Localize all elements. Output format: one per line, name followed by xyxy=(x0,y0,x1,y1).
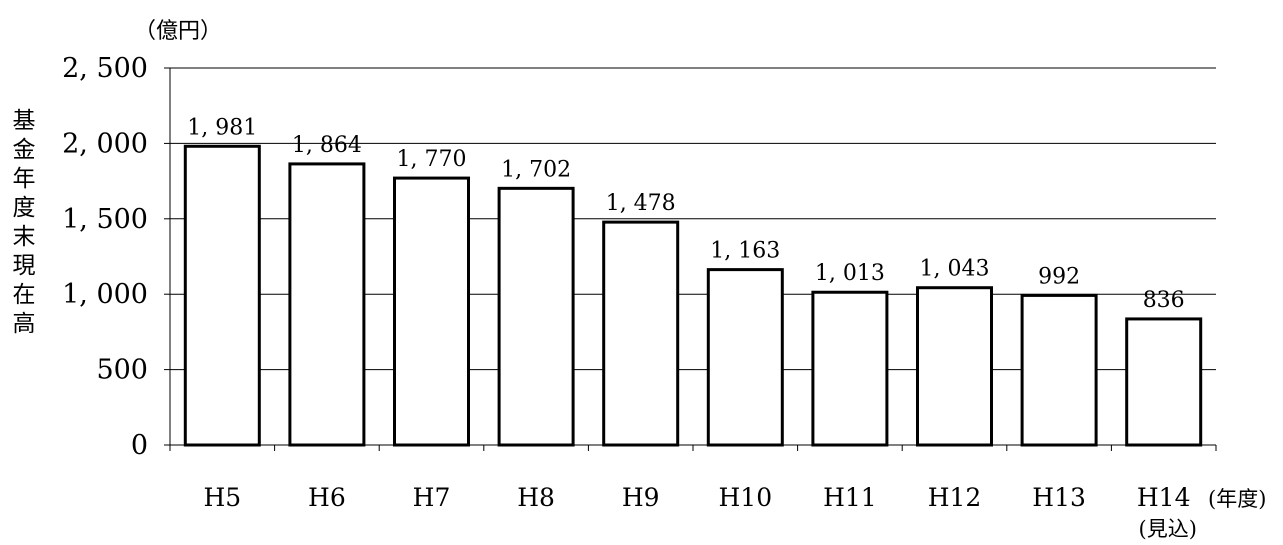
data-label: 1, 013 xyxy=(815,261,885,286)
y-axis-label-char: 在 xyxy=(13,282,36,308)
x-tick-label: H13 xyxy=(1032,483,1086,512)
data-label: 1, 043 xyxy=(920,257,990,282)
data-label: 1, 163 xyxy=(710,239,780,264)
data-label: 1, 864 xyxy=(292,133,362,158)
x-axis-unit-label: (年度) xyxy=(1208,487,1266,511)
x-tick-label: H8 xyxy=(517,483,555,512)
x-tick-label: H10 xyxy=(718,483,772,512)
y-axis-label-char: 高 xyxy=(13,311,36,337)
bar xyxy=(1125,317,1203,447)
y-axis-label-char: 度 xyxy=(13,195,36,221)
data-label: 1, 770 xyxy=(397,147,467,172)
x-tick-label: H6 xyxy=(308,483,346,512)
x-tick-note: (見込) xyxy=(1139,517,1197,541)
x-tick-label: H12 xyxy=(928,483,982,512)
y-tick-label: 0 xyxy=(131,430,148,461)
y-tick-label: 1, 500 xyxy=(62,204,148,235)
x-tick-label: H5 xyxy=(203,483,241,512)
bar xyxy=(811,290,889,447)
y-axis-label-char: 基 xyxy=(13,108,36,134)
y-axis-label-char: 金 xyxy=(13,137,36,163)
data-label: 992 xyxy=(1038,264,1080,289)
y-axis-label-char: 現 xyxy=(13,253,36,279)
x-tick-label: H7 xyxy=(413,483,451,512)
bar xyxy=(706,268,784,447)
bar xyxy=(602,220,680,447)
bars xyxy=(183,144,1203,447)
y-tick-label: 500 xyxy=(96,355,148,386)
bar xyxy=(1020,293,1098,447)
x-tick-label: H11 xyxy=(823,483,877,512)
data-labels: 1, 981 1, 864 1, 770 1, 702 1, 478 1, 163 1, 0… xyxy=(187,115,1184,313)
data-label: 1, 981 xyxy=(187,115,257,140)
bar xyxy=(288,162,366,447)
y-axis-label-char: 年 xyxy=(13,166,36,192)
y-axis-ticks: 0 500 1, 000 1, 500 2, 000 2, 500 xyxy=(62,53,148,461)
bar xyxy=(183,144,261,447)
bar xyxy=(393,176,470,447)
data-label: 836 xyxy=(1143,288,1185,313)
axes xyxy=(164,67,1217,451)
y-tick-label: 2, 000 xyxy=(62,128,148,159)
y-tick-label: 2, 500 xyxy=(62,53,148,84)
y-axis-label-char: 末 xyxy=(13,224,36,250)
unit-label: （億円） xyxy=(134,19,222,44)
data-label: 1, 478 xyxy=(606,191,676,216)
x-axis-ticks: H5 H6 H7 H8 H9 H10 H11 H12 H13 H14 (見込) xyxy=(203,483,1196,541)
bar xyxy=(497,186,575,447)
bar xyxy=(916,286,993,447)
y-tick-label: 1, 000 xyxy=(62,279,148,310)
data-label: 1, 702 xyxy=(501,157,571,182)
x-tick-label: H9 xyxy=(622,483,660,512)
x-tick-label: H14 xyxy=(1137,483,1191,512)
